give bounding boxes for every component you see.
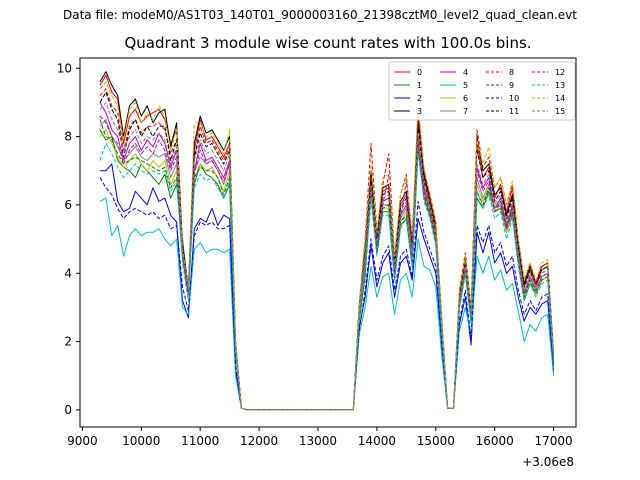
legend-label-9: 9 [509, 81, 514, 90]
x-tick-label: 16000 [476, 434, 514, 448]
x-tick-label: 9000 [67, 434, 98, 448]
x-tick-label: 11000 [181, 434, 219, 448]
y-tick-label: 10 [57, 61, 72, 75]
legend-label-7: 7 [463, 107, 468, 116]
x-offset-label: +3.06e8 [522, 455, 574, 469]
legend-label-1: 1 [417, 81, 422, 90]
series-line-11 [99, 91, 555, 411]
legend-label-11: 11 [509, 107, 519, 116]
legend-label-4: 4 [463, 68, 468, 77]
x-tick-label: 17000 [535, 434, 573, 448]
legend-box [388, 61, 576, 121]
x-tick-label: 10000 [122, 434, 160, 448]
x-tick-label: 13000 [299, 434, 337, 448]
legend-label-15: 15 [555, 107, 565, 116]
legend-label-2: 2 [417, 94, 422, 103]
plot-frame [79, 57, 577, 428]
y-tick-label: 8 [64, 130, 72, 144]
chart-title: Quadrant 3 module wise count rates with … [124, 34, 532, 52]
y-tick-label: 4 [64, 266, 72, 280]
y-tick-label: 6 [64, 198, 72, 212]
legend-label-12: 12 [555, 68, 565, 77]
series-line-5 [99, 197, 555, 411]
series-line-3 [99, 71, 555, 411]
x-tick-label: 14000 [358, 434, 396, 448]
figure-suptitle: Data file: modeM0/AS1T03_140T01_90000031… [63, 8, 577, 22]
series-line-6 [99, 129, 555, 411]
series-line-4 [99, 102, 555, 411]
y-tick-label: 0 [64, 403, 72, 417]
legend-label-3: 3 [417, 107, 422, 116]
series-line-15 [99, 101, 555, 411]
legend-label-6: 6 [463, 94, 468, 103]
x-tick-label: 15000 [417, 434, 455, 448]
y-tick-label: 2 [64, 335, 72, 349]
legend-label-10: 10 [509, 94, 519, 103]
axes-layer: 9000 10000 11000 12000 13000 14000 15000 16000 1… [57, 61, 573, 448]
series-line-10 [99, 177, 555, 411]
legend-label-0: 0 [417, 68, 422, 77]
legend-label-14: 14 [555, 94, 565, 103]
series-line-14 [99, 81, 555, 411]
series-layer [99, 71, 555, 411]
legend-label-5: 5 [463, 81, 468, 90]
legend-label-13: 13 [555, 81, 565, 90]
x-tick-label: 12000 [240, 434, 278, 448]
legend-label-8: 8 [509, 68, 514, 77]
series-line-12 [99, 115, 555, 411]
